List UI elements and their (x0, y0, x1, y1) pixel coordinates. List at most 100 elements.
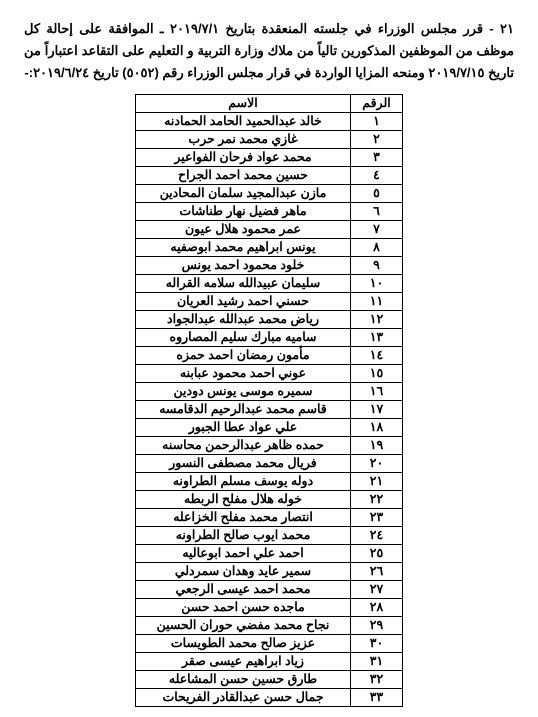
table-row: ٢٦سمير عايد وهدان سمردلي (136, 563, 403, 581)
row-name: حمده ظاهر عبدالرحمن محاسنه (136, 437, 351, 455)
table-row: ٢٢خوله هلال مفلح الربطه (136, 491, 403, 509)
table-row: ١٣ساميه مبارك سليم المصاروه (136, 329, 403, 347)
table-row: ١٦سميره موسى يونس دودين (136, 383, 403, 401)
row-name: محمد احمد عيسى الرجعي (136, 581, 351, 599)
table-row: ٢٠فريال محمد مصطفى النسور (136, 455, 403, 473)
row-number: ٤ (351, 167, 403, 185)
row-name: نجاح محمد مفضي حوران الحسين (136, 617, 351, 635)
paragraph-text: قرر مجلس الوزراء في جلسته المنعقدة بتاري… (24, 21, 514, 80)
row-name: عوني احمد محمود عبابنه (136, 365, 351, 383)
decision-paragraph: ٢١ - قرر مجلس الوزراء في جلسته المنعقدة … (24, 18, 514, 84)
row-number: ١٥ (351, 365, 403, 383)
row-name: زياد ابراهيم عيسى صقر (136, 653, 351, 671)
item-number: ٢١ - (489, 21, 514, 36)
row-name: عزيز صالح محمد الطويسات (136, 635, 351, 653)
row-number: ٣٢ (351, 671, 403, 689)
row-number: ١٠ (351, 275, 403, 293)
table-row: ٢٩نجاح محمد مفضي حوران الحسين (136, 617, 403, 635)
row-name: احمد علي احمد ابوعاليه (136, 545, 351, 563)
table-row: ٢٥احمد علي احمد ابوعاليه (136, 545, 403, 563)
row-number: ٣٣ (351, 689, 403, 707)
row-name: مازن عبدالمجيد سلمان المحادين (136, 185, 351, 203)
row-name: ماجده حسن احمد حسن (136, 599, 351, 617)
row-name: خوله هلال مفلح الربطه (136, 491, 351, 509)
row-name: حسني احمد رشيد العريان (136, 293, 351, 311)
row-name: سليمان عبيدالله سلامه القراله (136, 275, 351, 293)
row-number: ٩ (351, 257, 403, 275)
row-name: خلود محمود احمد يونس (136, 257, 351, 275)
row-number: ١٣ (351, 329, 403, 347)
row-number: ٣١ (351, 653, 403, 671)
table-row: ٨يونس ابراهيم محمد ابوصفيه (136, 239, 403, 257)
table-row: ٣٠عزيز صالح محمد الطويسات (136, 635, 403, 653)
table-row: ١٩حمده ظاهر عبدالرحمن محاسنه (136, 437, 403, 455)
employees-table: الرقم الاسم ١خالد عبدالحميد الحامد الحما… (135, 94, 403, 707)
row-number: ١١ (351, 293, 403, 311)
table-row: ٢٣انتصار محمد مفلح الخزاعله (136, 509, 403, 527)
table-row: ٣١زياد ابراهيم عيسى صقر (136, 653, 403, 671)
table-row: ٢١دوله يوسف مسلم الطراونه (136, 473, 403, 491)
table-row: ١خالد عبدالحميد الحامد الحمادنه (136, 113, 403, 131)
row-name: انتصار محمد مفلح الخزاعله (136, 509, 351, 527)
col-header-name: الاسم (136, 95, 351, 113)
row-name: دوله يوسف مسلم الطراونه (136, 473, 351, 491)
col-header-number: الرقم (351, 95, 403, 113)
table-row: ٢غازي محمد نمر حرب (136, 131, 403, 149)
row-number: ١٩ (351, 437, 403, 455)
row-name: حسين محمد احمد الجراح (136, 167, 351, 185)
row-number: ١٨ (351, 419, 403, 437)
table-row: ٥مازن عبدالمجيد سلمان المحادين (136, 185, 403, 203)
row-number: ٢٣ (351, 509, 403, 527)
table-row: ٢٨ماجده حسن احمد حسن (136, 599, 403, 617)
table-header-row: الرقم الاسم (136, 95, 403, 113)
row-name: محمد عواد فرحان الفواعير (136, 149, 351, 167)
row-number: ٢٢ (351, 491, 403, 509)
row-name: جمال حسن عبدالقادر الفريحات (136, 689, 351, 707)
table-row: ٢٧محمد احمد عيسى الرجعي (136, 581, 403, 599)
row-number: ٢٩ (351, 617, 403, 635)
row-number: ٧ (351, 221, 403, 239)
row-number: ٢٦ (351, 563, 403, 581)
row-name: خالد عبدالحميد الحامد الحمادنه (136, 113, 351, 131)
table-row: ١٥عوني احمد محمود عبابنه (136, 365, 403, 383)
row-number: ٣٠ (351, 635, 403, 653)
row-number: ٦ (351, 203, 403, 221)
table-row: ٦ماهر فضيل نهار طناشات (136, 203, 403, 221)
table-row: ١١حسني احمد رشيد العريان (136, 293, 403, 311)
row-name: محمد ايوب صالح الطراونه (136, 527, 351, 545)
table-row: ١٠سليمان عبيدالله سلامه القراله (136, 275, 403, 293)
table-row: ١٨علي عواد عطا الجبور (136, 419, 403, 437)
row-number: ١٢ (351, 311, 403, 329)
row-name: رياض محمد عبدالله عبدالجواد (136, 311, 351, 329)
table-row: ٣٣جمال حسن عبدالقادر الفريحات (136, 689, 403, 707)
row-number: ٢٨ (351, 599, 403, 617)
row-name: علي عواد عطا الجبور (136, 419, 351, 437)
row-name: ماهر فضيل نهار طناشات (136, 203, 351, 221)
row-name: يونس ابراهيم محمد ابوصفيه (136, 239, 351, 257)
row-name: قاسم محمد عبدالرحيم الدقامسه (136, 401, 351, 419)
row-name: طارق حسين حسن المشاعله (136, 671, 351, 689)
table-row: ٤حسين محمد احمد الجراح (136, 167, 403, 185)
row-name: سميره موسى يونس دودين (136, 383, 351, 401)
row-number: ١ (351, 113, 403, 131)
row-number: ١٦ (351, 383, 403, 401)
table-row: ١٤مأمون رمضان احمد حمزه (136, 347, 403, 365)
row-number: ٢ (351, 131, 403, 149)
row-name: مأمون رمضان احمد حمزه (136, 347, 351, 365)
row-name: سمير عايد وهدان سمردلي (136, 563, 351, 581)
table-row: ٧عمر محمود هلال عيون (136, 221, 403, 239)
row-number: ٢٧ (351, 581, 403, 599)
table-row: ٣٢طارق حسين حسن المشاعله (136, 671, 403, 689)
row-name: غازي محمد نمر حرب (136, 131, 351, 149)
table-row: ٣محمد عواد فرحان الفواعير (136, 149, 403, 167)
row-number: ٣ (351, 149, 403, 167)
table-row: ٢٤محمد ايوب صالح الطراونه (136, 527, 403, 545)
table-row: ٩خلود محمود احمد يونس (136, 257, 403, 275)
row-name: عمر محمود هلال عيون (136, 221, 351, 239)
row-number: ٢٠ (351, 455, 403, 473)
row-name: ساميه مبارك سليم المصاروه (136, 329, 351, 347)
table-row: ١٧قاسم محمد عبدالرحيم الدقامسه (136, 401, 403, 419)
row-number: ٢١ (351, 473, 403, 491)
table-row: ١٢رياض محمد عبدالله عبدالجواد (136, 311, 403, 329)
row-number: ٢٥ (351, 545, 403, 563)
